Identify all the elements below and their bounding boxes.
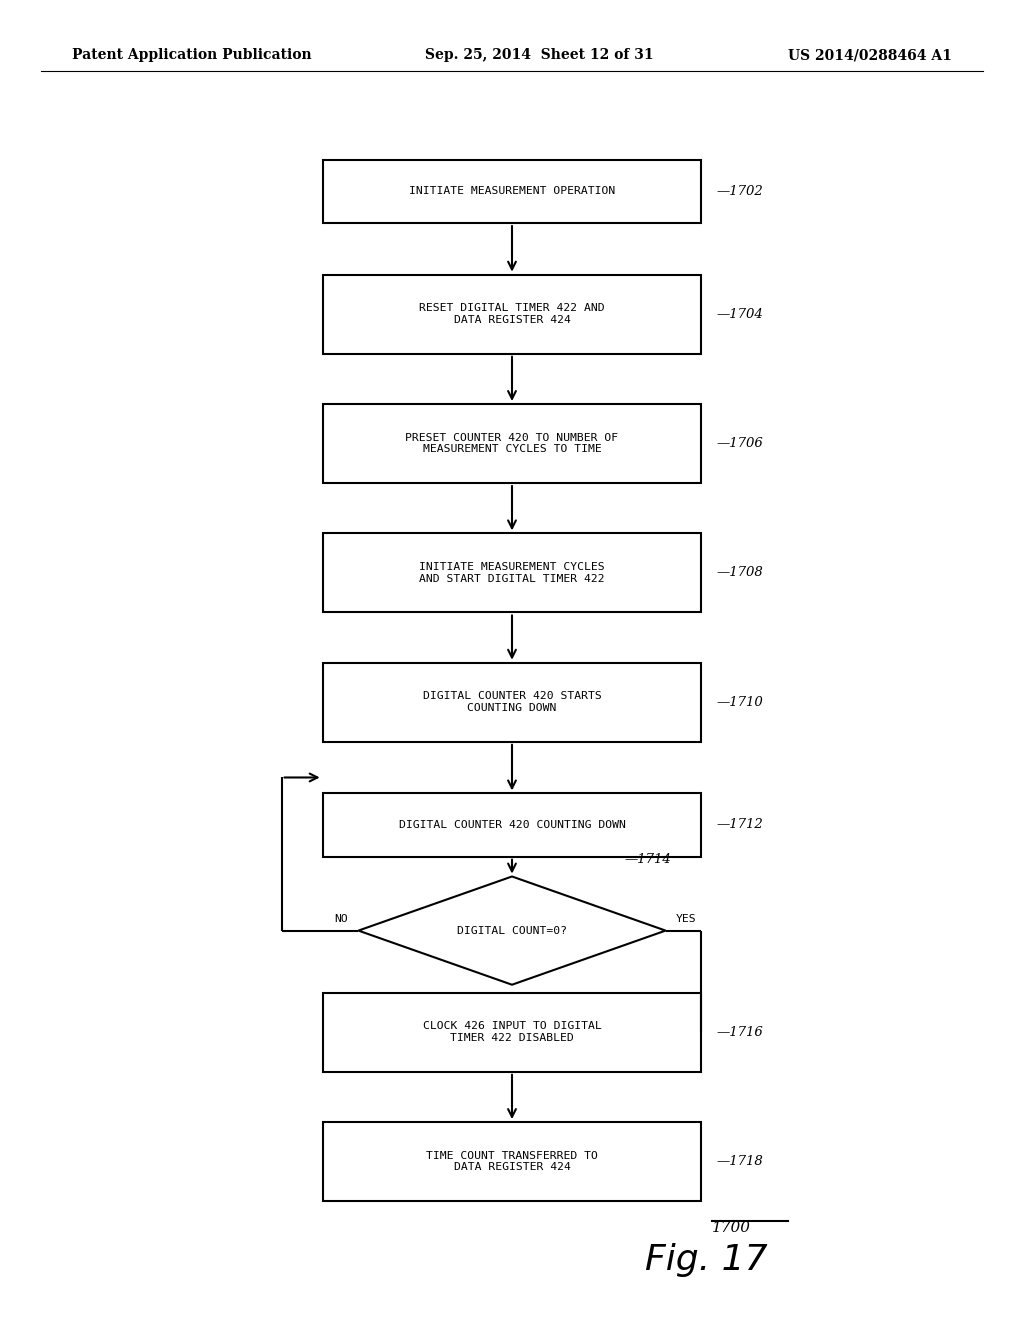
Text: Patent Application Publication: Patent Application Publication bbox=[72, 49, 311, 62]
Text: RESET DIGITAL TIMER 422 AND
DATA REGISTER 424: RESET DIGITAL TIMER 422 AND DATA REGISTE… bbox=[419, 304, 605, 325]
Text: CLOCK 426 INPUT TO DIGITAL
TIMER 422 DISABLED: CLOCK 426 INPUT TO DIGITAL TIMER 422 DIS… bbox=[423, 1022, 601, 1043]
Text: NO: NO bbox=[335, 913, 348, 924]
Text: —1708: —1708 bbox=[717, 566, 764, 579]
Text: 1700: 1700 bbox=[712, 1221, 751, 1236]
Text: Sep. 25, 2014  Sheet 12 of 31: Sep. 25, 2014 Sheet 12 of 31 bbox=[425, 49, 653, 62]
Bar bbox=[323, 404, 701, 483]
Text: DIGITAL COUNTER 420 STARTS
COUNTING DOWN: DIGITAL COUNTER 420 STARTS COUNTING DOWN bbox=[423, 692, 601, 713]
Text: —1704: —1704 bbox=[717, 308, 764, 321]
Text: US 2014/0288464 A1: US 2014/0288464 A1 bbox=[788, 49, 952, 62]
Text: PRESET COUNTER 420 TO NUMBER OF
MEASUREMENT CYCLES TO TIME: PRESET COUNTER 420 TO NUMBER OF MEASUREM… bbox=[406, 433, 618, 454]
Bar bbox=[323, 533, 701, 612]
Polygon shape bbox=[358, 876, 666, 985]
Text: YES: YES bbox=[676, 913, 696, 924]
Bar bbox=[323, 275, 701, 354]
Text: —1706: —1706 bbox=[717, 437, 764, 450]
Text: —1710: —1710 bbox=[717, 696, 764, 709]
Bar bbox=[323, 1122, 701, 1201]
Text: —1716: —1716 bbox=[717, 1026, 764, 1039]
Text: INITIATE MEASUREMENT CYCLES
AND START DIGITAL TIMER 422: INITIATE MEASUREMENT CYCLES AND START DI… bbox=[419, 562, 605, 583]
Bar bbox=[323, 663, 701, 742]
Bar bbox=[323, 793, 701, 857]
Text: —1702: —1702 bbox=[717, 185, 764, 198]
Text: DIGITAL COUNTER 420 COUNTING DOWN: DIGITAL COUNTER 420 COUNTING DOWN bbox=[398, 820, 626, 830]
Text: Fig. 17: Fig. 17 bbox=[645, 1243, 768, 1278]
Bar bbox=[323, 993, 701, 1072]
Text: —1718: —1718 bbox=[717, 1155, 764, 1168]
Text: DIGITAL COUNT=0?: DIGITAL COUNT=0? bbox=[457, 925, 567, 936]
Text: TIME COUNT TRANSFERRED TO
DATA REGISTER 424: TIME COUNT TRANSFERRED TO DATA REGISTER … bbox=[426, 1151, 598, 1172]
Text: INITIATE MEASUREMENT OPERATION: INITIATE MEASUREMENT OPERATION bbox=[409, 186, 615, 197]
Text: —1714: —1714 bbox=[625, 853, 672, 866]
Bar bbox=[323, 160, 701, 223]
Text: —1712: —1712 bbox=[717, 818, 764, 832]
